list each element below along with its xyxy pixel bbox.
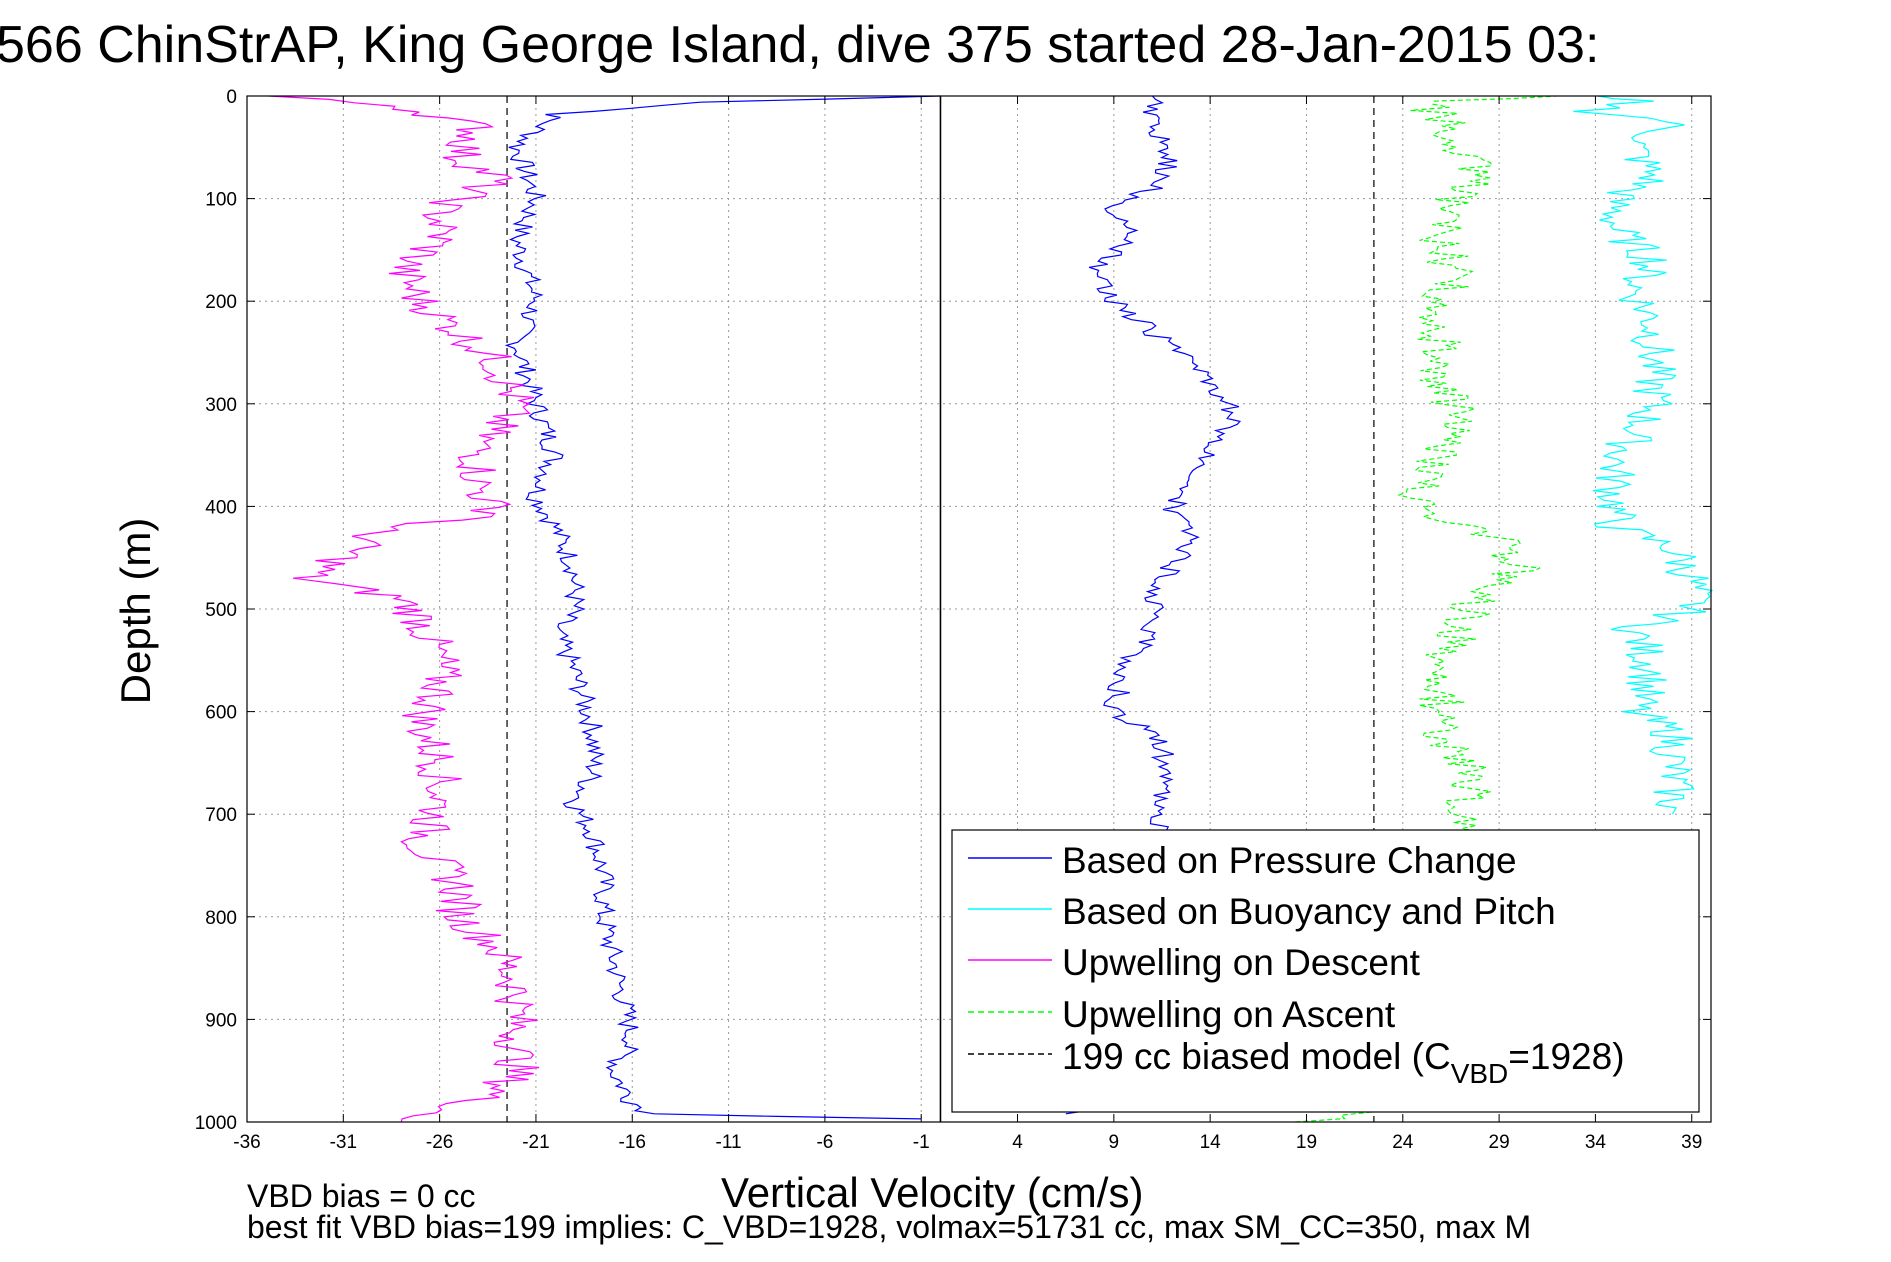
footer-line-2: best fit VBD bias=199 implies: C_VBD=192… (247, 1209, 1531, 1245)
chart-title: 566 ChinStrAP, King George Island, dive … (0, 16, 1599, 74)
tick-marks (246, 95, 1711, 1123)
x-tick-label: -16 (619, 1132, 646, 1153)
legend-label: Based on Buoyancy and Pitch (1062, 891, 1556, 932)
x-tick-label: 19 (1296, 1132, 1317, 1153)
legend-label: 199 cc biased model (CVBD=1928) (1062, 1036, 1625, 1089)
x-tick-label: 34 (1585, 1132, 1607, 1153)
x-tick-label: -11 (716, 1132, 742, 1153)
x-tick-label: 29 (1489, 1132, 1510, 1153)
x-tick-labels: -36 -31 -26 -21 -16 -11 -6 -1 4 9 14 19 24 29 34 39 (233, 1132, 1702, 1153)
y-tick-label: 1000 (195, 1113, 237, 1134)
x-axis-label: Vertical Velocity (cm/s) (721, 1169, 1143, 1216)
x-tick-label: -26 (426, 1132, 453, 1153)
series-line-pressure-descent (504, 95, 941, 1120)
y-tick-label: 600 (205, 703, 237, 724)
legend-label: Upwelling on Descent (1062, 942, 1421, 983)
y-tick-label: 700 (205, 805, 237, 826)
y-tick-label: 0 (226, 87, 237, 108)
y-tick-label: 400 (205, 497, 237, 518)
y-tick-labels: 0 100 200 300 400 500 600 700 800 900 1000 (195, 87, 237, 1134)
footer-line-1: VBD bias = 0 cc (247, 1178, 476, 1214)
legend: Based on Pressure Change Based on Buoyanc… (951, 829, 1700, 1113)
x-tick-label: -36 (233, 1132, 260, 1153)
y-tick-label: 100 (205, 190, 237, 211)
x-tick-label: -6 (816, 1132, 833, 1153)
x-tick-label: -21 (522, 1132, 549, 1153)
y-tick-label: 200 (205, 292, 237, 313)
x-tick-label: -31 (330, 1132, 357, 1153)
x-tick-label: 24 (1392, 1132, 1414, 1153)
y-tick-label: 800 (205, 908, 237, 929)
x-tick-label: 4 (1012, 1132, 1023, 1153)
x-tick-label: -1 (913, 1132, 930, 1153)
series-line-buoyancy-pitch (1573, 95, 1714, 815)
y-tick-label: 900 (205, 1010, 237, 1031)
x-tick-label: 9 (1109, 1132, 1120, 1153)
y-axis-label: Depth (m) (112, 518, 159, 705)
y-tick-label: 300 (205, 395, 237, 416)
series-line-upwelling-descent (268, 95, 540, 1123)
legend-label: Based on Pressure Change (1062, 840, 1517, 881)
x-tick-label: 39 (1681, 1132, 1702, 1153)
legend-label: Upwelling on Ascent (1062, 994, 1396, 1035)
legend-box (951, 829, 1700, 1113)
x-tick-label: 14 (1200, 1132, 1222, 1153)
y-tick-label: 500 (205, 600, 237, 621)
